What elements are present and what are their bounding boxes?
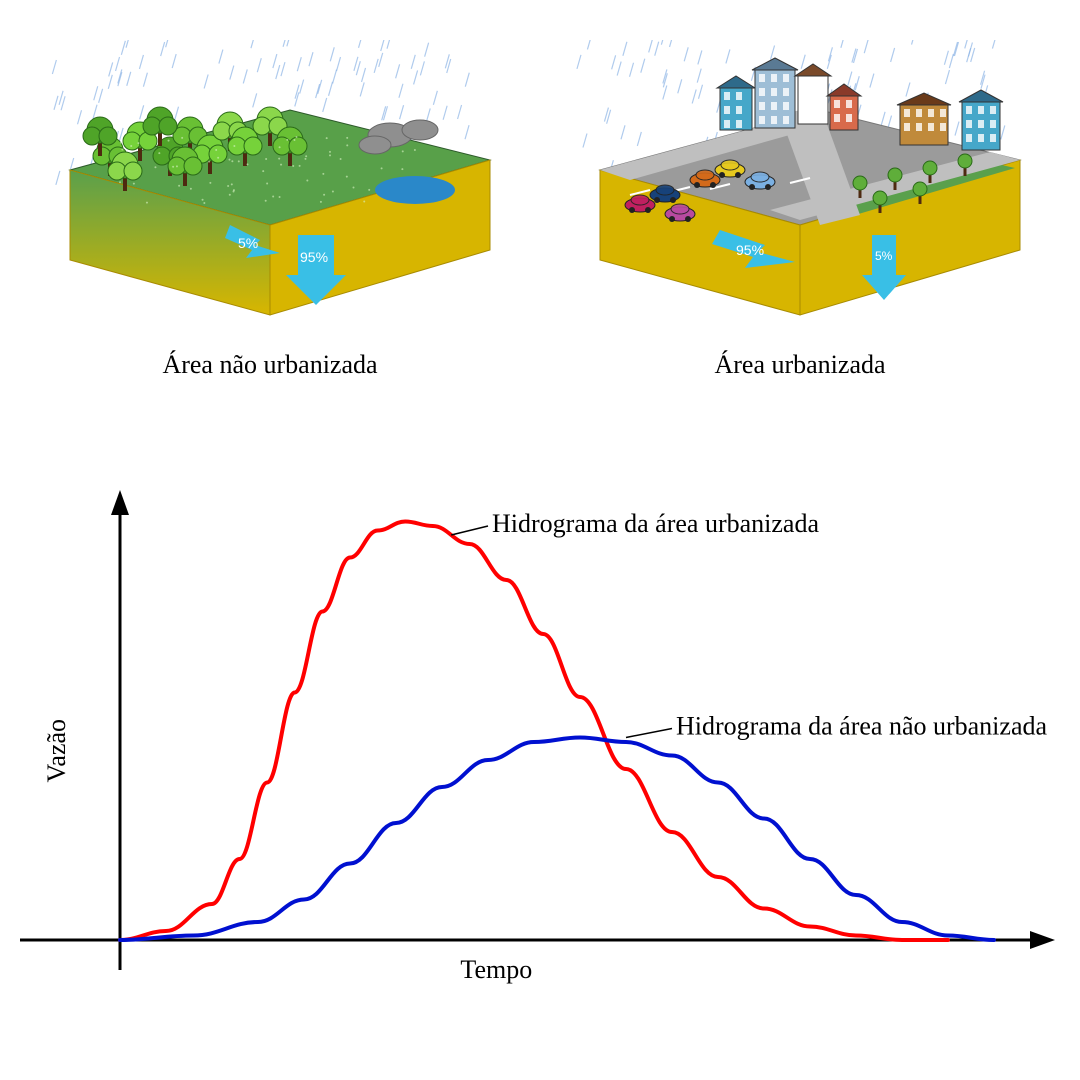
svg-text:Tempo: Tempo bbox=[460, 955, 532, 984]
caption-non-urbanized: Área não urbanizada bbox=[30, 350, 510, 380]
svg-text:Vazão: Vazão bbox=[42, 719, 71, 783]
svg-text:Hidrograma da área não urbani: Hidrograma da área não urbanizada bbox=[676, 712, 1047, 741]
svg-text:Hidrograma da área urbanizada: Hidrograma da área urbanizada bbox=[492, 509, 819, 538]
hydrograph-chart: Tempo Vazão Hidrograma da área urbanizada H… bbox=[20, 470, 1060, 1010]
panel-urbanized: 95% 5% Área urbanizada bbox=[560, 40, 1040, 340]
diagram-top-row: 5% 95% Área não urbanizada bbox=[0, 40, 1080, 420]
runoff-pct-label: 5% bbox=[238, 235, 258, 251]
infiltration-pct-label: 5% bbox=[875, 249, 893, 263]
water-icon bbox=[375, 176, 455, 204]
runoff-pct-label: 95% bbox=[736, 242, 764, 258]
infiltration-pct-label: 95% bbox=[300, 249, 328, 265]
panel-non-urbanized: 5% 95% Área não urbanizada bbox=[30, 40, 510, 340]
caption-urbanized: Área urbanizada bbox=[560, 350, 1040, 380]
